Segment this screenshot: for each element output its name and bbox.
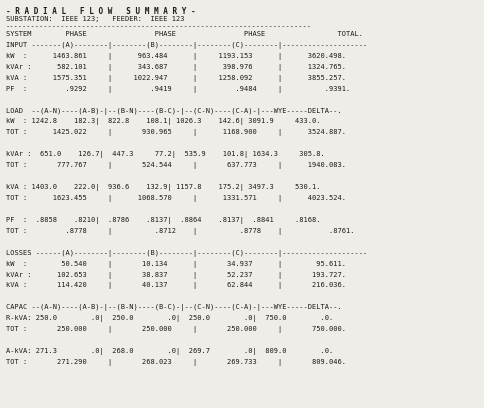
Text: kVA : 1403.0    222.0|  936.6    132.9| 1157.8    175.2| 3497.3     530.1.: kVA : 1403.0 222.0| 936.6 132.9| 1157.8 … <box>6 184 319 191</box>
Text: TOT :         .8778     |          .8712    |          .8778    |           .876: TOT : .8778 | .8712 | .8778 | .876 <box>6 228 354 235</box>
Text: kVA :       114.420     |       40.137      |       62.844      |       216.036.: kVA : 114.420 | 40.137 | 62.844 | 216.03… <box>6 282 345 290</box>
Text: SUBSTATION:  IEEE 123;   FEEDER:  IEEE 123: SUBSTATION: IEEE 123; FEEDER: IEEE 123 <box>6 16 184 22</box>
Text: LOSSES ------(A)--------|--------(B)--------|--------(C)--------|---------------: LOSSES ------(A)--------|--------(B)----… <box>6 250 366 257</box>
Text: R-kVA: 250.0        .0|  250.0        .0|  250.0        .0|  750.0        .0.: R-kVA: 250.0 .0| 250.0 .0| 250.0 .0| 750… <box>6 315 333 322</box>
Text: kVAr :      582.101     |      343.687      |      398.976      |      1324.765.: kVAr : 582.101 | 343.687 | 398.976 | 132… <box>6 64 345 71</box>
Text: - R A D I A L   F L O W   S U M M A R Y -: - R A D I A L F L O W S U M M A R Y - <box>6 7 195 16</box>
Text: CAPAC --(A-N)----(A-B)-|--(B-N)----(B-C)-|--(C-N)----(C-A)-|---WYE-----DELTA--.: CAPAC --(A-N)----(A-B)-|--(B-N)----(B-C)… <box>6 304 341 311</box>
Text: ------------------------------------------------------------------------: ----------------------------------------… <box>6 24 311 30</box>
Text: kW  :      1463.861     |      963.484      |     1193.153      |      3620.498.: kW : 1463.861 | 963.484 | 1193.153 | 362… <box>6 53 345 60</box>
Text: kVAr :  651.0    126.7|  447.3     77.2|  535.9    101.8| 1634.3     305.8.: kVAr : 651.0 126.7| 447.3 77.2| 535.9 10… <box>6 151 324 158</box>
Text: SYSTEM        PHASE                PHASE                PHASE                 TO: SYSTEM PHASE PHASE PHASE TO <box>6 31 362 37</box>
Text: PF  :         .9292     |         .9419     |         .9484     |          .9391: PF : .9292 | .9419 | .9484 | .9391 <box>6 86 349 93</box>
Text: A-kVA: 271.3        .0|  268.0        .0|  269.7        .0|  809.0        .0.: A-kVA: 271.3 .0| 268.0 .0| 269.7 .0| 809… <box>6 348 333 355</box>
Text: kVA :      1575.351     |     1022.947      |     1258.092      |      3855.257.: kVA : 1575.351 | 1022.947 | 1258.092 | 3… <box>6 75 345 82</box>
Text: TOT :      1425.022     |       930.965     |      1168.900     |      3524.887.: TOT : 1425.022 | 930.965 | 1168.900 | 35… <box>6 129 345 136</box>
Text: LOAD  --(A-N)----(A-B)-|--(B-N)----(B-C)-|--(C-N)----(C-A)-|---WYE-----DELTA--.: LOAD --(A-N)----(A-B)-|--(B-N)----(B-C)-… <box>6 108 341 115</box>
Text: TOT :       250.000     |       250.000     |       250.000     |       750.000.: TOT : 250.000 | 250.000 | 250.000 | 750.… <box>6 326 345 333</box>
Text: PF  :  .8858    .8210|  .8786    .8137|  .8864    .8137|  .8841     .8168.: PF : .8858 .8210| .8786 .8137| .8864 .81… <box>6 217 319 224</box>
Text: kVAr :      102.653     |       38.837      |       52.237      |       193.727.: kVAr : 102.653 | 38.837 | 52.237 | 193.7… <box>6 272 345 279</box>
Text: TOT :       271.290     |       268.023     |       269.733     |       809.046.: TOT : 271.290 | 268.023 | 269.733 | 809.… <box>6 359 345 366</box>
Text: TOT :       777.767     |       524.544     |       637.773     |      1940.083.: TOT : 777.767 | 524.544 | 637.773 | 1940… <box>6 162 345 169</box>
Text: kW  : 1242.8    182.3|  822.8    108.1| 1026.3    142.6| 3091.9     433.0.: kW : 1242.8 182.3| 822.8 108.1| 1026.3 1… <box>6 118 319 126</box>
Text: kW  :        50.540     |       10.134      |       34.937      |        95.611.: kW : 50.540 | 10.134 | 34.937 | 95.611. <box>6 261 345 268</box>
Text: TOT :      1623.455     |      1068.570     |      1331.571     |      4023.524.: TOT : 1623.455 | 1068.570 | 1331.571 | 4… <box>6 195 345 202</box>
Text: INPUT -------(A)--------|--------(B)--------|--------(C)--------|---------------: INPUT -------(A)--------|--------(B)----… <box>6 42 366 49</box>
